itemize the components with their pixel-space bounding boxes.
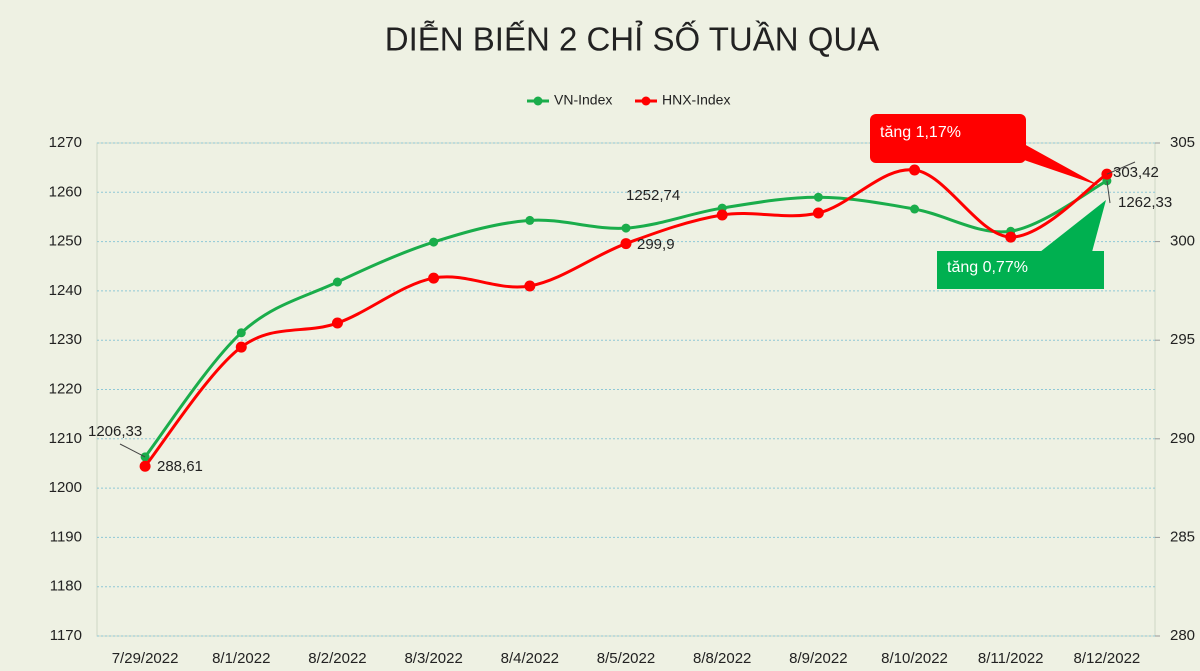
- label-leader: [1106, 161, 1136, 175]
- callout-tail: [1040, 200, 1106, 252]
- x-tick-label: 8/10/2022: [881, 650, 948, 667]
- data-point: [524, 280, 536, 292]
- legend-marker: [641, 96, 651, 106]
- y2-tick-label: 295: [1170, 331, 1195, 348]
- y2-tick-label: 300: [1170, 233, 1195, 250]
- data-point: [909, 164, 921, 176]
- data-label: 1206,33: [88, 423, 142, 440]
- data-point: [716, 209, 728, 221]
- x-tick-label: 8/4/2022: [501, 650, 559, 667]
- data-point: [235, 341, 247, 353]
- label-leader: [119, 443, 146, 458]
- x-tick-label: 8/3/2022: [404, 650, 462, 667]
- x-tick-label: 8/8/2022: [693, 650, 751, 667]
- data-point: [332, 277, 342, 287]
- callout-text: tăng 1,17%: [880, 124, 961, 141]
- data-point: [812, 207, 824, 219]
- x-tick-label: 7/29/2022: [112, 650, 179, 667]
- x-tick-label: 8/11/2022: [978, 650, 1044, 667]
- y-tick-label: 1180: [50, 578, 82, 595]
- callout-box: [870, 114, 1026, 163]
- data-label: 299,9: [637, 236, 675, 253]
- callout-tail: [1024, 144, 1100, 186]
- y-tick-label: 1210: [49, 430, 82, 447]
- y-tick-label: 1270: [49, 134, 82, 151]
- legend-label: HNX-Index: [662, 92, 730, 108]
- legend-label: VN-Index: [554, 92, 612, 108]
- y-tick-label: 1250: [49, 233, 82, 250]
- chart-title: DIỄN BIẾN 2 CHỈ SỐ TUẦN QUA: [385, 20, 879, 58]
- data-point: [139, 460, 151, 472]
- x-tick-label: 8/2/2022: [308, 650, 366, 667]
- x-tick-label: 8/12/2022: [1074, 650, 1141, 667]
- callout-text: tăng 0,77%: [947, 259, 1028, 276]
- data-point: [621, 223, 631, 233]
- y2-tick-label: 280: [1170, 627, 1195, 644]
- y-tick-label: 1240: [49, 282, 82, 299]
- data-label: 303,42: [1113, 164, 1159, 181]
- label-leader: [1106, 180, 1111, 204]
- data-label: 1252,74: [626, 187, 680, 204]
- data-point: [910, 204, 920, 214]
- data-point: [813, 192, 823, 202]
- data-label: 1262,33: [1118, 194, 1172, 211]
- data-point: [525, 215, 535, 225]
- x-tick-label: 8/5/2022: [597, 650, 655, 667]
- data-point: [1005, 231, 1017, 243]
- y-tick-label: 1260: [49, 183, 82, 200]
- y-tick-label: 1200: [49, 479, 82, 496]
- y2-tick-label: 290: [1170, 430, 1195, 447]
- data-point: [331, 317, 343, 329]
- series-line: [143, 179, 1108, 458]
- y2-tick-label: 285: [1170, 528, 1195, 545]
- callout-box: [937, 251, 1104, 289]
- x-tick-label: 8/9/2022: [789, 650, 847, 667]
- data-point: [429, 237, 439, 247]
- data-label: 288,61: [157, 458, 203, 475]
- data-point: [428, 272, 440, 284]
- y-tick-label: 1190: [50, 528, 82, 545]
- legend-marker: [533, 96, 543, 106]
- y-tick-label: 1220: [49, 380, 82, 397]
- y-tick-label: 1230: [49, 331, 82, 348]
- data-point: [620, 238, 632, 250]
- y-tick-label: 1170: [50, 627, 82, 644]
- y2-tick-label: 305: [1170, 134, 1195, 151]
- x-tick-label: 8/1/2022: [212, 650, 270, 667]
- data-point: [236, 328, 246, 338]
